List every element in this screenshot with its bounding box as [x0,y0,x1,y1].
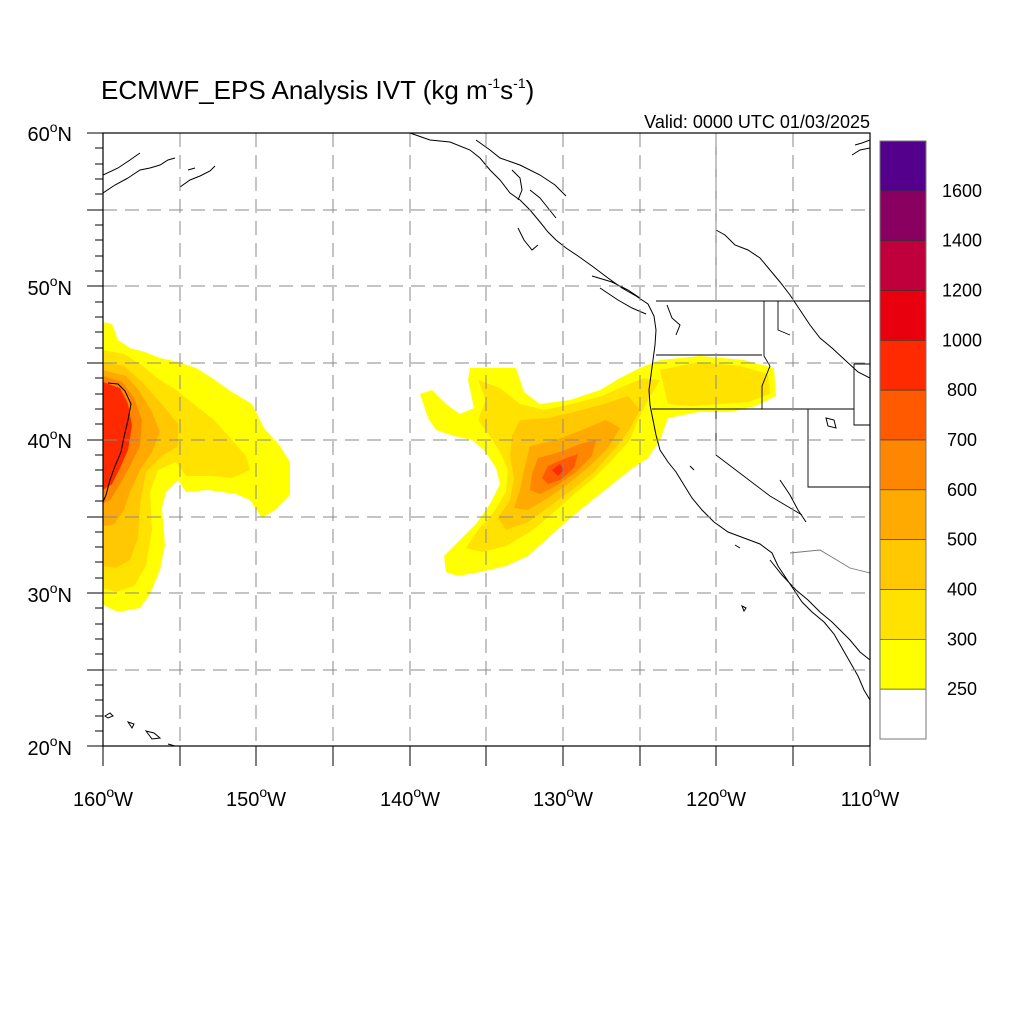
colorbar-label: 1200 [942,281,982,301]
lat-label-50n: 50oN [28,273,73,300]
tick-marks [87,132,871,766]
colorbar-label: 1000 [942,330,982,350]
colorbar-swatch [879,389,927,441]
latitude-labels: 60oN 50oN 40oN 30oN 20oN [28,119,73,760]
lat-label-30n: 30oN [28,580,73,607]
colorbar-swatch [879,240,927,291]
lon-label-150w: 150oW [226,784,286,811]
colorbar-swatch [879,589,927,640]
colorbar-swatch [879,340,927,391]
colorbar-label: 250 [947,679,977,699]
colorbar-swatch [879,190,927,241]
lon-label-140w: 140oW [380,784,440,811]
colorbar-swatch [879,688,927,740]
colorbar-label: 600 [947,480,977,500]
lon-label-160w: 160oW [73,784,133,811]
lat-label-60n: 60oN [28,119,73,146]
longitude-labels: 160oW 150oW 140oW 130oW 120oW 110oW [73,784,899,811]
hawaii-island-coast [103,382,132,503]
lon-label-110w: 110oW [841,784,900,811]
map-title: ECMWF_EPS Analysis IVT (kg m-1s-1) [101,75,534,105]
plot-area [103,133,870,746]
colorbar-outline [879,140,927,740]
colorbar-swatch [879,439,927,491]
ivt-contour-region [103,382,132,490]
colorbar-swatch [879,639,927,690]
state-borders [652,301,870,516]
ivt-contour-region [552,464,564,476]
colorbar-label: 1400 [942,231,982,251]
colorbar-label: 700 [947,430,977,450]
colorbar-swatch [879,489,927,540]
colorbar-swatch [879,140,927,192]
lat-label-40n: 40oN [28,426,73,453]
colorbar-swatch [879,539,927,590]
graticule [103,133,870,746]
colorbar-label: 1600 [942,181,982,201]
colorbar-label: 800 [947,380,977,400]
lon-label-130w: 130oW [533,784,593,811]
colorbar-swatch [879,290,927,341]
small-islands [104,417,837,746]
colorbar-label: 400 [947,580,977,600]
colorbar: 1600 1400 1200 1000 800 700 600 500 400 300 250 [879,140,982,740]
lat-label-20n: 20oN [28,733,73,760]
lon-label-120w: 120oW [686,784,746,811]
colorbar-label: 500 [947,530,977,550]
ivt-shading-field [103,322,776,612]
valid-time-label: Valid: 0000 UTC 01/03/2025 [644,112,870,132]
us-mexico-border [789,549,870,574]
colorbar-label: 300 [947,629,977,649]
ivt-contour-region [660,362,770,406]
